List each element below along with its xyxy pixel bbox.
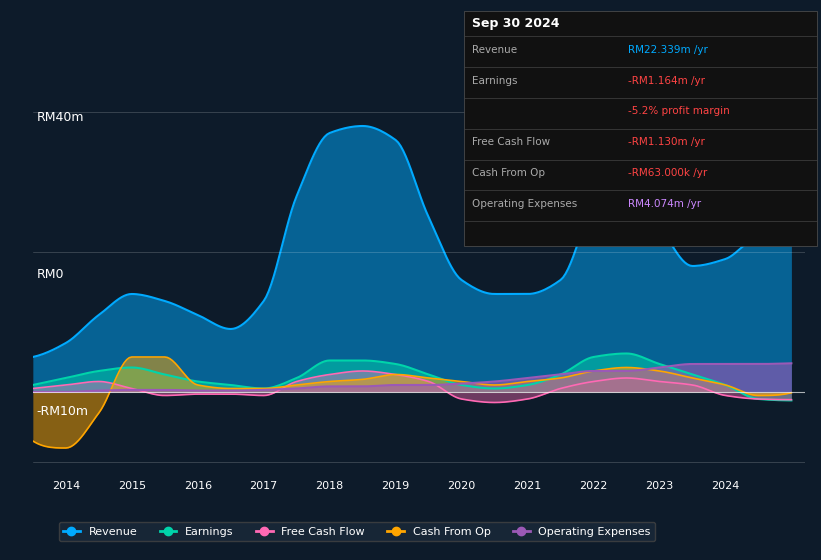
Text: -RM63.000k /yr: -RM63.000k /yr	[628, 168, 708, 178]
Text: RM22.339m /yr: RM22.339m /yr	[628, 45, 708, 55]
Text: Operating Expenses: Operating Expenses	[472, 199, 577, 209]
Text: Earnings: Earnings	[472, 76, 517, 86]
Text: -5.2% profit margin: -5.2% profit margin	[628, 106, 730, 116]
Text: Cash From Op: Cash From Op	[472, 168, 545, 178]
Text: Revenue: Revenue	[472, 45, 517, 55]
Text: Sep 30 2024: Sep 30 2024	[472, 17, 560, 30]
Text: RM0: RM0	[37, 268, 64, 281]
Text: RM40m: RM40m	[37, 111, 85, 124]
Text: Free Cash Flow: Free Cash Flow	[472, 137, 550, 147]
Legend: Revenue, Earnings, Free Cash Flow, Cash From Op, Operating Expenses: Revenue, Earnings, Free Cash Flow, Cash …	[58, 522, 655, 541]
Text: -RM1.164m /yr: -RM1.164m /yr	[628, 76, 705, 86]
Text: -RM10m: -RM10m	[37, 405, 89, 418]
Text: RM4.074m /yr: RM4.074m /yr	[628, 199, 701, 209]
Text: -RM1.130m /yr: -RM1.130m /yr	[628, 137, 705, 147]
